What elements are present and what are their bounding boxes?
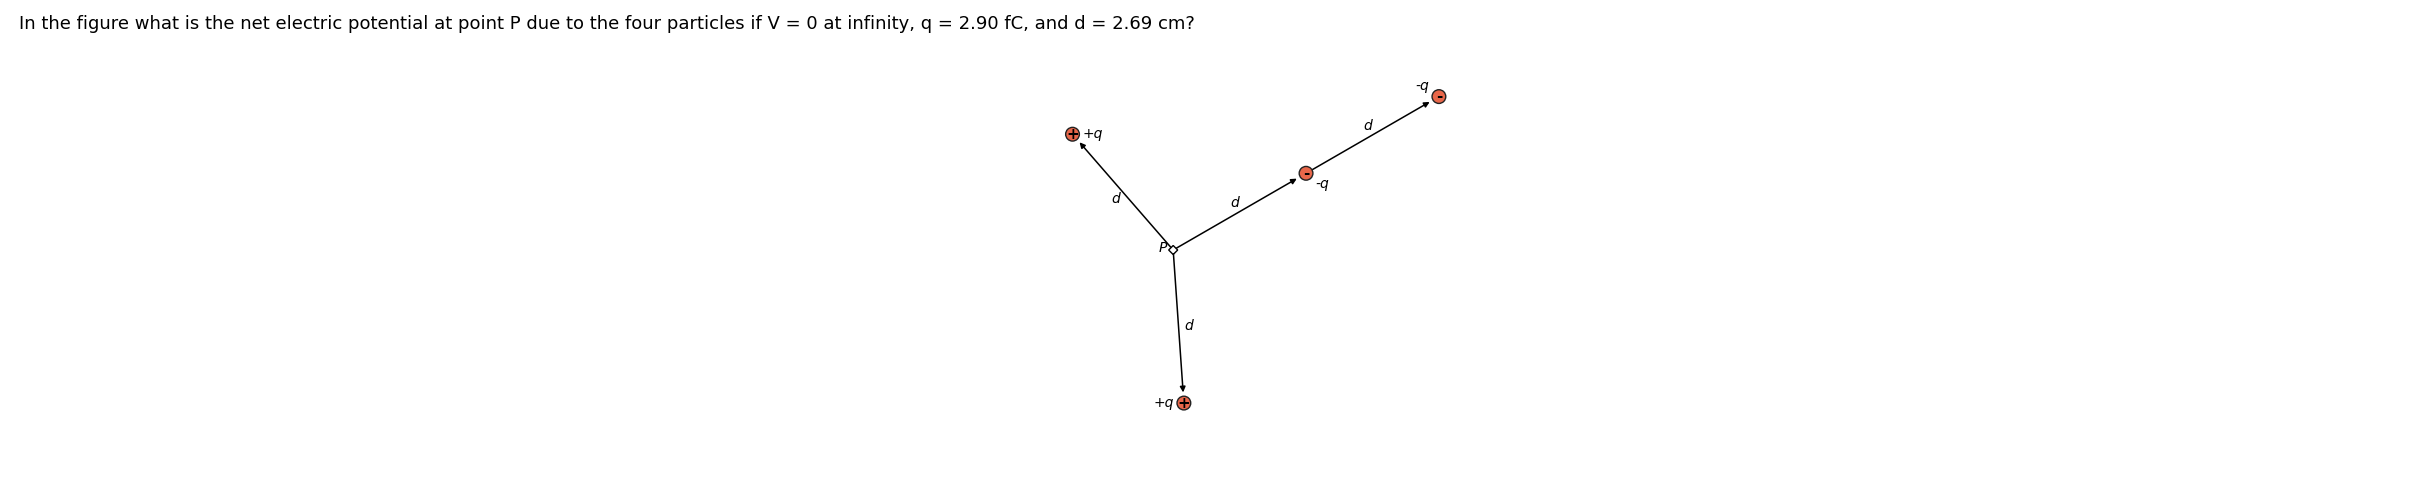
Text: In the figure what is the net electric potential at point P due to the four part: In the figure what is the net electric p… (19, 15, 1196, 33)
Text: P: P (1159, 241, 1166, 255)
Text: +q: +q (1154, 396, 1174, 410)
Circle shape (1067, 128, 1079, 141)
Text: d: d (1230, 196, 1239, 210)
Text: +: + (1179, 396, 1191, 411)
Text: -: - (1302, 166, 1310, 181)
Circle shape (1431, 90, 1446, 103)
Text: +q: +q (1081, 127, 1103, 141)
Text: d: d (1183, 319, 1193, 333)
Text: d: d (1111, 192, 1120, 206)
Text: -q: -q (1315, 177, 1329, 191)
Text: d: d (1363, 119, 1373, 134)
Text: +: + (1067, 127, 1079, 142)
Text: -: - (1436, 89, 1441, 104)
Text: -q: -q (1417, 79, 1429, 93)
Circle shape (1300, 166, 1312, 180)
Circle shape (1176, 396, 1191, 410)
